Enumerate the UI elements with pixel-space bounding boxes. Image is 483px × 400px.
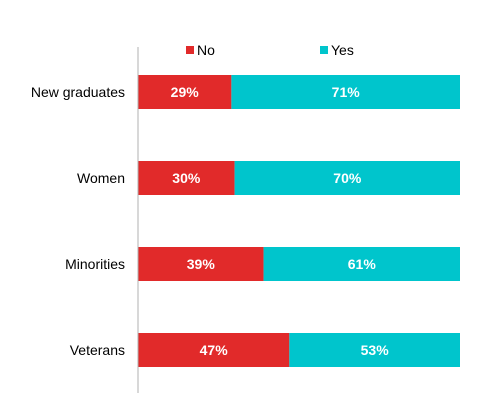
bar-no-minorities bbox=[138, 247, 264, 281]
bar-no-women bbox=[138, 161, 235, 195]
category-axis-labels: New graduates Women Minorities Veterans bbox=[31, 84, 125, 358]
bar-no-new-graduates bbox=[138, 75, 232, 109]
data-label-no-women: 30% bbox=[172, 170, 201, 186]
category-label-women: Women bbox=[77, 170, 125, 186]
legend: No Yes bbox=[186, 42, 354, 58]
data-label-no-veterans: 47% bbox=[200, 342, 229, 358]
legend-label-yes: Yes bbox=[331, 42, 354, 58]
data-label-yes-women: 70% bbox=[333, 170, 362, 186]
bar-yes-minorities bbox=[263, 247, 460, 281]
data-label-yes-new-graduates: 71% bbox=[332, 84, 361, 100]
bar-no-veterans bbox=[138, 333, 290, 367]
bar-yes-new-graduates bbox=[231, 75, 460, 109]
category-label-new-graduates: New graduates bbox=[31, 84, 125, 100]
legend-swatch-yes bbox=[320, 46, 328, 54]
category-label-veterans: Veterans bbox=[70, 342, 125, 358]
data-label-no-minorities: 39% bbox=[187, 256, 216, 272]
data-label-no-new-graduates: 29% bbox=[171, 84, 200, 100]
legend-swatch-no bbox=[186, 46, 194, 54]
bar-yes-women bbox=[234, 161, 460, 195]
legend-label-no: No bbox=[197, 42, 215, 58]
data-label-yes-minorities: 61% bbox=[348, 256, 377, 272]
category-label-minorities: Minorities bbox=[65, 256, 125, 272]
bar-yes-veterans bbox=[289, 333, 460, 367]
data-label-yes-veterans: 53% bbox=[361, 342, 390, 358]
plot-area: 29% 71% 30% 70% 39% 61% 47% 53% bbox=[138, 75, 460, 367]
